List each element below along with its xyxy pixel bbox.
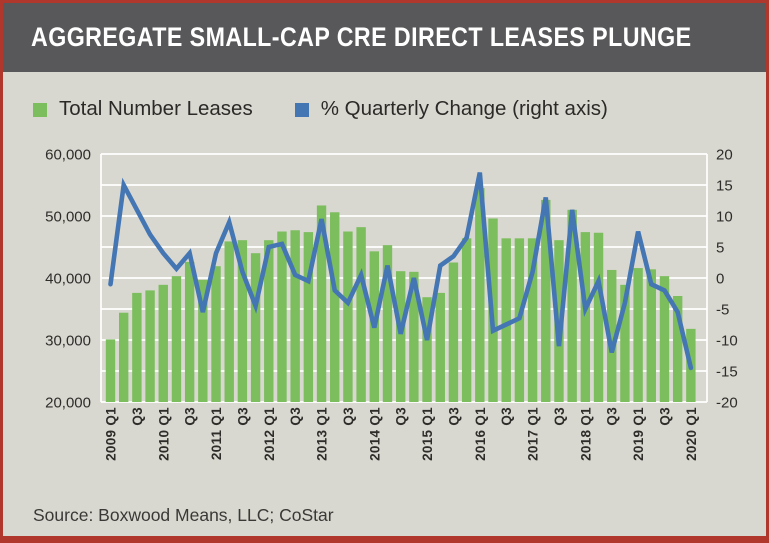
x-axis-label: Q3 xyxy=(657,407,672,426)
bar xyxy=(593,232,604,402)
bar xyxy=(250,253,261,402)
x-axis-label: 2015 Q1 xyxy=(420,407,435,461)
x-axis-label: 2011 Q1 xyxy=(209,407,224,460)
pct-change-line xyxy=(108,172,694,371)
bar xyxy=(105,339,116,402)
bar xyxy=(646,269,656,402)
bar xyxy=(211,266,221,402)
bar xyxy=(620,284,630,402)
y-axis-label-left: 30,000 xyxy=(45,333,91,350)
bar xyxy=(672,295,683,402)
bar xyxy=(554,240,564,402)
x-axis-label: Q3 xyxy=(552,407,567,426)
legend: Total Number Leases % Quarterly Change (… xyxy=(33,97,608,121)
bar xyxy=(527,238,538,402)
bar xyxy=(277,231,287,402)
bar xyxy=(514,238,525,402)
x-axis-label: Q3 xyxy=(235,407,250,426)
x-axis-label: 2009 Q1 xyxy=(104,407,119,461)
bar xyxy=(343,231,353,402)
x-axis-label: Q3 xyxy=(394,407,409,426)
bar xyxy=(118,312,129,402)
y-axis-label-left: 60,000 xyxy=(45,147,91,164)
bar xyxy=(132,292,142,402)
bar xyxy=(237,240,248,402)
bar xyxy=(567,209,577,402)
bar xyxy=(330,212,340,402)
bar xyxy=(184,261,195,402)
y-axis-label-right: -20 xyxy=(716,395,738,412)
bar xyxy=(303,232,314,402)
x-axis-label: 2013 Q1 xyxy=(315,407,330,461)
y-axis-label-right: 0 xyxy=(716,271,724,288)
x-axis-label: Q3 xyxy=(341,407,356,426)
bar xyxy=(224,241,234,402)
bar xyxy=(422,297,432,402)
x-axis-label: 2019 Q1 xyxy=(631,407,646,461)
bar xyxy=(580,232,591,402)
x-axis-label: 2020 Q1 xyxy=(684,407,699,461)
bar xyxy=(409,271,419,402)
x-axis-label: Q3 xyxy=(499,407,514,426)
bar xyxy=(448,262,459,402)
legend-label-pct-change: % Quarterly Change (right axis) xyxy=(320,97,608,120)
title-bar: AGGREGATE SMALL-CAP CRE DIRECT LEASES PL… xyxy=(3,3,766,72)
legend-item-pct-change: % Quarterly Change (right axis) xyxy=(294,97,608,121)
y-axis-label-right: 15 xyxy=(716,178,733,195)
y-axis-label-right: 20 xyxy=(716,147,733,164)
bar xyxy=(356,227,366,402)
bar xyxy=(475,188,485,402)
bar xyxy=(541,199,551,402)
bar xyxy=(659,276,670,402)
x-axis-label: Q3 xyxy=(183,407,198,426)
legend-label-leases: Total Number Leases xyxy=(59,97,253,120)
leases-swatch-icon xyxy=(33,103,47,117)
bar xyxy=(461,238,472,402)
combo-chart: 20,000 30,000 40,000 50,000 60,000 -20 -15 -10 -… xyxy=(45,147,738,461)
y-axis-label-right: -10 xyxy=(716,333,738,350)
bar xyxy=(171,276,182,402)
x-axis-label: 2012 Q1 xyxy=(262,407,277,461)
y-axis-label-right: 10 xyxy=(716,209,733,226)
y-axis-label-left: 20,000 xyxy=(45,395,91,412)
legend-item-leases: Total Number Leases xyxy=(33,97,253,121)
bar xyxy=(369,251,379,402)
bar xyxy=(382,245,393,402)
bar xyxy=(395,271,406,402)
y-axis-label-left: 40,000 xyxy=(45,271,91,288)
bar xyxy=(435,292,445,402)
y-axis-label-right: -5 xyxy=(716,302,729,319)
x-axis-label: Q3 xyxy=(605,407,620,426)
x-axis-label: 2016 Q1 xyxy=(473,407,488,461)
bar xyxy=(264,240,274,402)
x-axis-label: 2014 Q1 xyxy=(367,407,382,461)
pct-change-swatch-icon xyxy=(294,103,309,117)
bar xyxy=(316,205,327,402)
bar xyxy=(633,268,643,402)
x-axis-label: 2017 Q1 xyxy=(526,407,541,461)
bar xyxy=(290,230,300,402)
bar xyxy=(158,284,168,402)
bar xyxy=(686,328,696,402)
bar xyxy=(488,218,498,402)
source-note: Source: Boxwood Means, LLC; CoStar xyxy=(33,505,334,525)
page-title: AGGREGATE SMALL-CAP CRE DIRECT LEASES PL… xyxy=(31,22,692,52)
x-axis-label: Q3 xyxy=(288,407,303,426)
chart-area: 20,000 30,000 40,000 50,000 60,000 -20 -15 -10 -… xyxy=(3,3,766,536)
y-axis-label-right: -15 xyxy=(716,364,738,381)
bar xyxy=(607,269,617,402)
x-axis-label: 2010 Q1 xyxy=(156,407,171,461)
y-axis-label-left: 50,000 xyxy=(45,209,91,226)
x-axis-label: Q3 xyxy=(130,407,145,426)
bar xyxy=(145,290,155,402)
bar xyxy=(501,238,511,402)
y-axis-label-right: 5 xyxy=(716,240,724,257)
x-axis-label: 2018 Q1 xyxy=(578,407,593,461)
x-axis-label: Q3 xyxy=(446,407,461,426)
bar xyxy=(198,279,208,402)
